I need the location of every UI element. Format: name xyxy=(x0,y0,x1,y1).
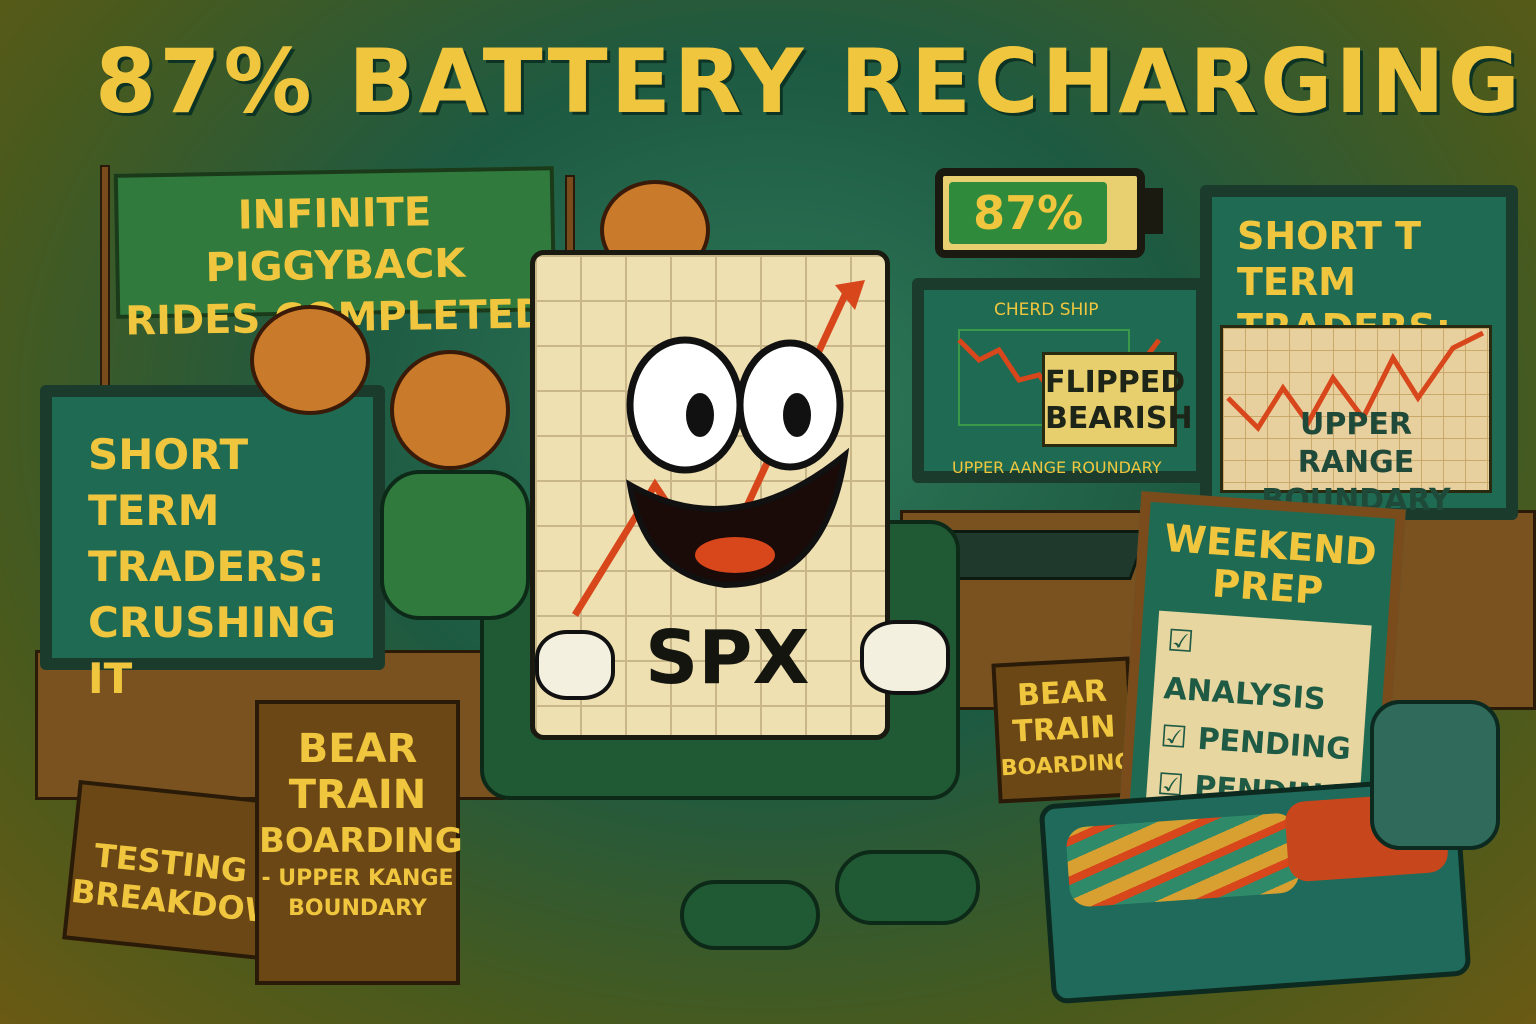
monitor-text: SHORT T TERM xyxy=(1237,214,1422,304)
keyboard xyxy=(930,530,1150,580)
spx-label: SPX xyxy=(645,615,810,701)
banner-pole-left xyxy=(100,165,110,405)
checklist-item: ☑ ANALYSIS xyxy=(1162,617,1361,726)
monitor-header: CHERD SHIP xyxy=(994,300,1099,320)
monitor-text: TRADERS: xyxy=(88,542,325,591)
checklist-label: PENDING xyxy=(1196,721,1352,768)
box-text: BOUNDARY xyxy=(288,896,427,921)
box-testing-breakdown: TESTING BREAKDOWN xyxy=(62,779,308,961)
banner-line: INFINITE PIGGYBACK xyxy=(205,189,466,292)
checklist-label: ANALYSIS xyxy=(1162,671,1327,718)
range-chart-line xyxy=(1226,330,1485,432)
child-face xyxy=(250,305,370,415)
monitor-text: TERM xyxy=(88,486,220,535)
left-monitor: SHORT TERM TRADERS: CRUSHING IT xyxy=(40,385,385,703)
note-line: BEARISH xyxy=(1045,401,1193,436)
box-text: BOARDING xyxy=(259,821,463,861)
sign-text: BOARDING xyxy=(1000,749,1134,782)
checkbox-checked-icon: ☑ xyxy=(1159,719,1199,757)
box-text: - UPPER KANGE xyxy=(261,866,454,891)
child-body xyxy=(380,470,530,620)
box-text: TRAIN xyxy=(288,772,427,818)
glove-left xyxy=(535,630,615,700)
box-text: BEAR xyxy=(297,726,418,772)
flipped-bearish-note: FLIPPED BEARISH xyxy=(1042,352,1193,447)
monitor-footer: UPPER AANGE ROUNDARY xyxy=(952,458,1162,477)
shoe-right xyxy=(835,850,980,925)
checkbox-checked-icon: ☑ xyxy=(1165,623,1196,661)
range-chart: UPPER RANGE BOUNDARY xyxy=(1220,325,1492,518)
page-title: 87% BATTERY RECHARGING xyxy=(95,30,1523,133)
battery-label: 87% xyxy=(949,182,1108,244)
backpack xyxy=(1370,700,1500,850)
chart-text: UPPER xyxy=(1300,407,1412,442)
mascot-face xyxy=(572,280,865,617)
center-monitor: CHERD SHIP FLIPPED BEARISH UPPER AANGE R… xyxy=(912,278,1208,483)
banner: INFINITE PIGGYBACK RIDES COMPLETED xyxy=(113,166,557,345)
glove-right xyxy=(860,620,950,695)
box-bear-train: BEAR TRAIN BOARDING - UPPER KANGE BOUNDA… xyxy=(255,700,463,985)
child-face xyxy=(390,350,510,470)
battery-terminal xyxy=(1145,188,1163,234)
weekend-prep-board: WEEKEND PREP ☑ ANALYSIS ☑ PENDING ☑ PEND… xyxy=(1119,491,1406,830)
shoe-left xyxy=(680,880,820,950)
battery-icon: 87% xyxy=(935,168,1145,258)
monitor-text: CRUSHING IT xyxy=(88,598,336,703)
striped-clothes xyxy=(1065,812,1301,908)
right-monitor: SHORT T TERM TRADERS: UPPER RANGE BOUNDA… xyxy=(1200,185,1518,520)
bear-train-sign: BEAR TRAIN BOARDING xyxy=(991,656,1137,804)
note-line: FLIPPED xyxy=(1045,365,1186,400)
monitor-text: SHORT xyxy=(88,430,249,479)
